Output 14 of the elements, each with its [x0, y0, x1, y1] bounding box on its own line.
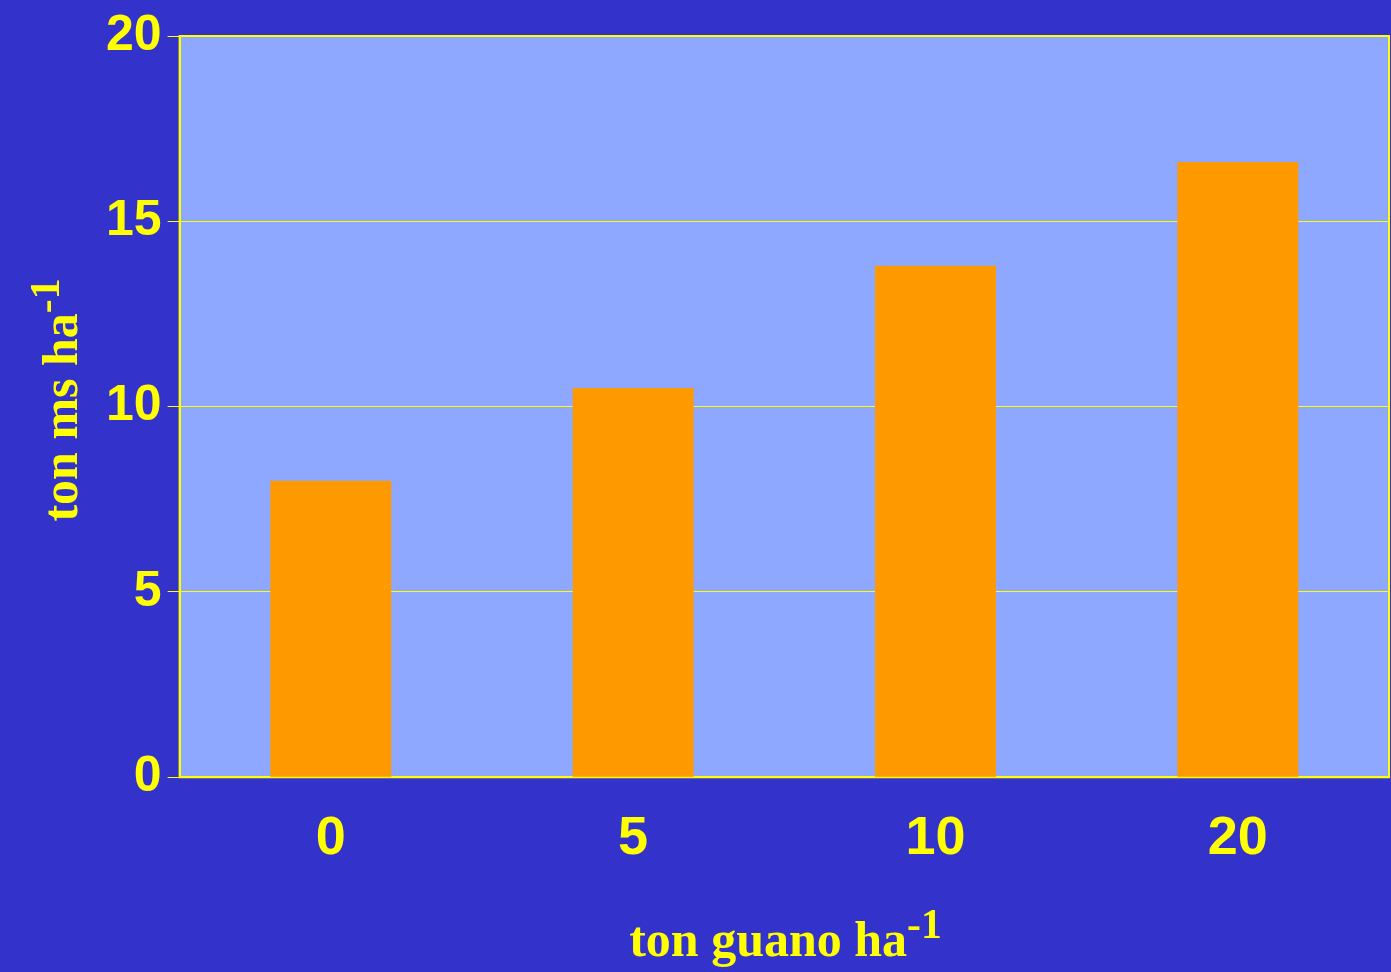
y-tick-label: 10	[105, 375, 162, 432]
x-tick-label: 10	[905, 805, 966, 866]
x-tick-label: 5	[618, 805, 649, 866]
y-tick-label: 5	[133, 560, 162, 617]
bar	[572, 388, 694, 777]
bar	[270, 480, 392, 777]
y-tick-label: 0	[133, 745, 162, 802]
x-axis-title: ton guano ha$^{-1}$	[628, 900, 943, 968]
bar	[1177, 162, 1299, 777]
bar	[875, 265, 996, 777]
y-tick-label: 15	[105, 190, 162, 247]
x-tick-label: 20	[1207, 805, 1268, 866]
y-tick-label: 20	[105, 4, 162, 61]
x-tick-label: 0	[315, 805, 346, 866]
